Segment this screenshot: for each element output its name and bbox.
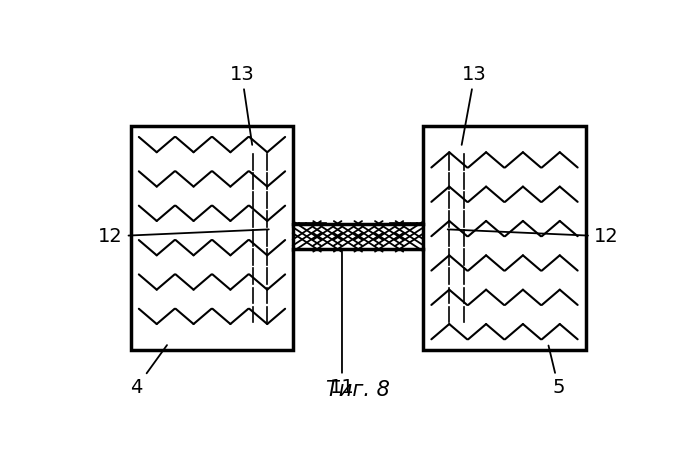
Text: 4: 4 [130,345,167,397]
Text: 11: 11 [330,252,354,397]
Bar [424,126,586,350]
Bar [294,224,424,249]
Bar [131,126,294,350]
Text: 5: 5 [549,346,565,397]
Bar [424,126,586,350]
Text: 12: 12 [98,227,269,246]
Text: Τиг. 8: Τиг. 8 [326,380,390,400]
Text: 13: 13 [229,65,254,145]
Text: 12: 12 [447,227,618,246]
Text: 13: 13 [461,65,487,145]
Bar [131,126,294,350]
